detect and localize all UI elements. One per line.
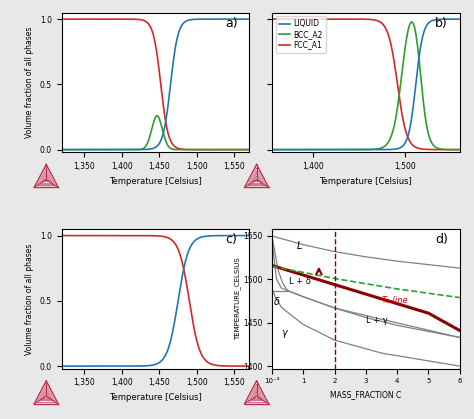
- Text: T₀-line: T₀-line: [382, 296, 408, 305]
- X-axis label: Temperature [Celsius]: Temperature [Celsius]: [109, 176, 202, 186]
- Text: b): b): [435, 17, 448, 30]
- Text: γ: γ: [282, 328, 287, 338]
- Legend: LIQUID, BCC_A2, FCC_A1: LIQUID, BCC_A2, FCC_A1: [276, 16, 326, 52]
- X-axis label: Temperature [Celsius]: Temperature [Celsius]: [109, 393, 202, 402]
- Text: L: L: [297, 241, 302, 251]
- Text: L + δ: L + δ: [289, 277, 311, 286]
- Y-axis label: Volume fraction of all phases: Volume fraction of all phases: [25, 27, 34, 138]
- Text: a): a): [225, 17, 237, 30]
- Text: d): d): [435, 233, 448, 246]
- X-axis label: Temperature [Celsius]: Temperature [Celsius]: [319, 176, 412, 186]
- Text: c): c): [225, 233, 237, 246]
- Y-axis label: Volume fraction of all phases: Volume fraction of all phases: [25, 243, 34, 354]
- Text: L + γ: L + γ: [366, 316, 388, 325]
- Text: δ: δ: [273, 297, 280, 308]
- Y-axis label: TEMPERATURE_CELSIUS: TEMPERATURE_CELSIUS: [235, 258, 241, 340]
- X-axis label: MASS_FRACTION C: MASS_FRACTION C: [330, 390, 401, 399]
